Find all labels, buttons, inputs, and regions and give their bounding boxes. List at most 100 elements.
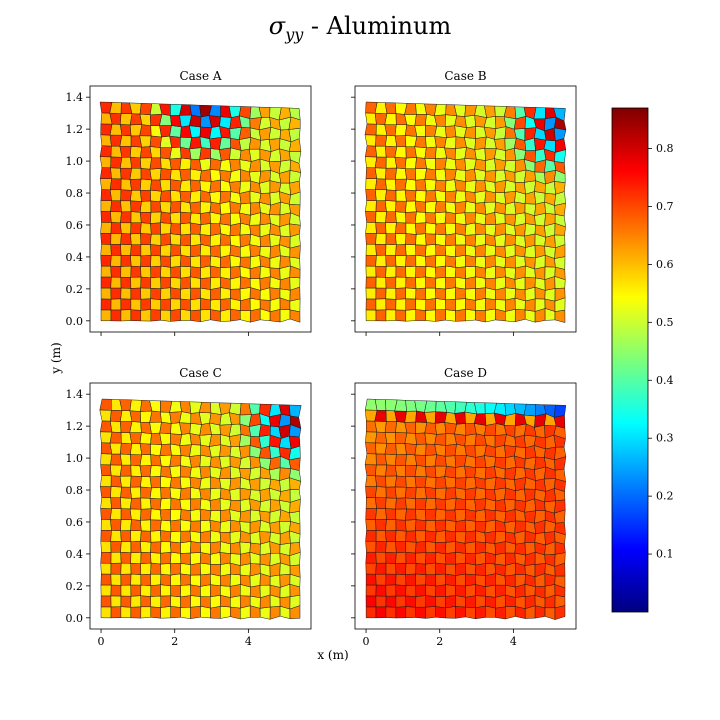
mesh-cell <box>289 404 302 418</box>
mesh-cell <box>385 497 397 510</box>
mesh-cell <box>99 156 112 169</box>
mesh-cell <box>190 244 202 258</box>
mesh-cells <box>99 101 302 323</box>
mesh-cell <box>179 422 191 435</box>
mesh-cell <box>160 287 172 300</box>
mesh-cell <box>375 233 387 245</box>
mesh-cell <box>384 200 397 212</box>
mesh-cell <box>495 265 506 279</box>
mesh-cell <box>209 541 222 555</box>
mesh-cell <box>395 584 407 597</box>
mesh-cell <box>140 146 152 159</box>
mesh-cell <box>395 606 407 619</box>
mesh-cell <box>200 573 211 587</box>
mesh-cell <box>495 606 506 620</box>
mesh-cell <box>119 134 132 147</box>
mesh-cell <box>179 179 192 192</box>
mesh-cell <box>179 476 192 489</box>
mesh-cell <box>364 453 377 466</box>
mesh-cell <box>484 255 496 269</box>
mesh-cell <box>140 508 152 521</box>
mesh-cell <box>465 584 476 598</box>
mesh-cell <box>160 519 172 532</box>
mesh-cell <box>425 606 436 619</box>
mesh-cell <box>365 145 378 158</box>
mesh-cell <box>130 309 142 322</box>
mesh-cell <box>130 156 142 169</box>
mesh-cell <box>385 519 397 531</box>
mesh-cell <box>120 222 132 235</box>
mesh-cell <box>120 519 132 531</box>
mesh-cell <box>454 423 467 436</box>
mesh-cell <box>484 201 496 215</box>
mesh-cell <box>149 487 162 500</box>
mesh-cell <box>374 420 387 433</box>
mesh-cell <box>269 605 281 620</box>
mesh-cell <box>394 465 406 478</box>
mesh-cell <box>179 401 192 414</box>
figure-title-subscript: yy <box>284 25 304 44</box>
mesh-cell <box>180 573 191 586</box>
mesh-cell <box>140 562 152 575</box>
mesh-cell <box>120 189 132 202</box>
mesh-cell <box>169 530 182 544</box>
mesh-cell <box>444 465 457 479</box>
mesh-cell <box>485 308 496 323</box>
mesh-cell <box>544 607 556 620</box>
mesh-cell <box>375 309 387 322</box>
mesh-cell <box>375 287 387 300</box>
x-tick-label: 0 <box>98 635 105 648</box>
mesh-cell <box>375 244 387 256</box>
mesh-cell <box>405 508 417 521</box>
mesh-cell <box>199 147 212 160</box>
mesh-cell <box>435 596 446 609</box>
mesh-cell <box>425 212 437 225</box>
mesh-cell <box>150 309 161 322</box>
mesh-cell <box>100 200 112 212</box>
mesh-cell <box>445 530 456 543</box>
mesh-cell <box>405 519 417 532</box>
y-tick-label: 1.2 <box>66 123 84 136</box>
mesh-cell <box>150 606 161 619</box>
mesh-cell <box>110 156 123 169</box>
mesh-cell <box>99 398 112 411</box>
mesh-cell <box>150 298 161 311</box>
mesh-cell <box>475 276 486 289</box>
mesh-cell <box>484 530 496 544</box>
mesh-cell <box>425 298 437 311</box>
mesh-cell <box>160 298 172 311</box>
mesh-cell <box>454 497 466 511</box>
mesh-cell <box>170 266 182 279</box>
mesh-cell <box>435 287 446 300</box>
mesh-cell <box>149 498 162 511</box>
mesh-cell <box>474 509 487 522</box>
mesh-cell <box>160 255 171 268</box>
mesh-cell <box>554 309 566 323</box>
mesh-cell <box>375 486 387 499</box>
mesh-cell <box>455 308 466 322</box>
mesh-cell <box>150 179 162 192</box>
y-tick-label: 1.0 <box>66 452 84 465</box>
mesh-cell <box>425 255 437 268</box>
mesh-cell <box>110 420 122 433</box>
mesh-cell <box>189 498 202 511</box>
mesh-cell <box>455 287 466 300</box>
mesh-cell <box>384 113 397 125</box>
mesh-cell <box>375 562 387 575</box>
mesh-cell <box>554 594 566 609</box>
mesh-cell <box>465 573 476 587</box>
mesh-cell <box>130 595 142 608</box>
mesh-cell <box>365 595 377 608</box>
axes-frame <box>89 382 312 630</box>
x-tick-label: 4 <box>245 635 252 648</box>
mesh-cell <box>455 212 467 225</box>
mesh-cell <box>230 606 241 620</box>
mesh-cell <box>444 487 457 500</box>
mesh-cell <box>375 508 387 520</box>
mesh-cell <box>375 519 387 531</box>
mesh-cell <box>464 465 477 478</box>
mesh-cell <box>169 125 182 138</box>
mesh-cell <box>424 486 436 499</box>
mesh-cell <box>200 519 212 533</box>
mesh-cell <box>465 244 477 258</box>
